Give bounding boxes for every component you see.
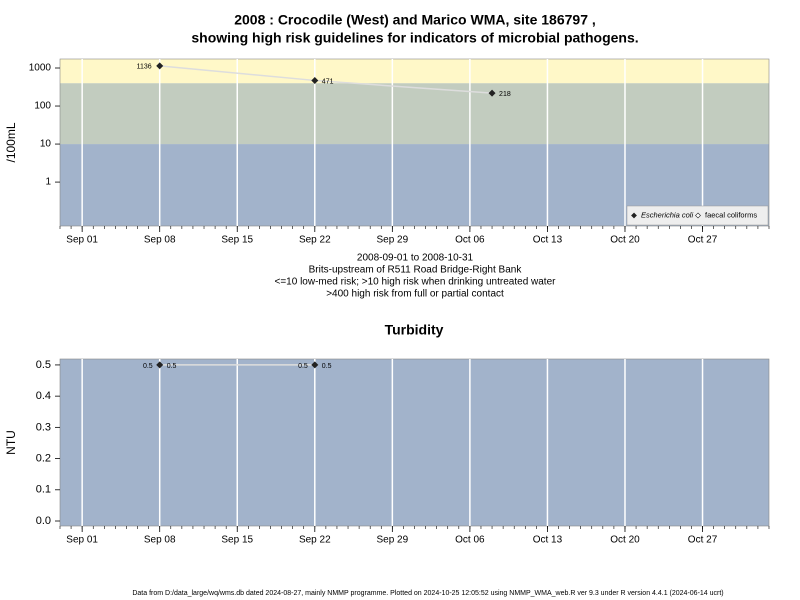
data-point [488,89,496,97]
y-axis-label: NTU [4,430,18,455]
risk-band [60,59,769,84]
y-tick-label: 0.3 [36,421,51,433]
note: <=10 low-med risk; >10 high risk when dr… [275,277,557,288]
x-tick-label: Sep 01 [66,235,98,246]
y-tick-label: 0.1 [36,484,51,496]
data-label: 0.5 [167,363,177,370]
x-tick-label: Oct 27 [688,535,718,546]
y-tick-label: 10 [40,139,52,150]
y-tick-label: 1 [45,177,51,188]
x-tick-label: Oct 13 [533,235,563,246]
x-tick-label: Oct 06 [455,235,485,246]
chart-title: Turbidity [385,322,444,338]
data-point [311,76,319,84]
legend-label: Escherichia coli [641,210,693,219]
x-tick-label: Oct 20 [610,535,640,546]
x-tick-label: Sep 22 [299,535,331,546]
y-axis-label: /100mL [4,122,18,162]
y-tick-label: 1000 [29,63,52,74]
y-tick-label: 0.4 [36,390,51,402]
x-tick-label: Oct 06 [455,535,485,546]
x-tick-label: Sep 22 [299,235,331,246]
y-tick-label: 0.5 [36,359,51,371]
data-label: 0.5 [322,363,332,370]
y-tick-label: 100 [34,101,51,112]
data-label: 0.5 [143,363,153,370]
x-tick-label: Sep 08 [144,235,176,246]
y-tick-label: 0.2 [36,452,51,464]
x-tick-label: Sep 01 [66,535,98,546]
chart-title: 2008 : Crocodile (West) and Marico WMA, … [234,12,596,28]
legend-marker [631,212,637,219]
x-tick-label: Oct 27 [688,235,718,246]
note: 2008-09-01 to 2008-10-31 [357,253,474,264]
data-point [311,361,319,369]
note: >400 high risk from full or partial cont… [326,289,504,300]
legend-marker [695,212,701,219]
x-tick-label: Sep 29 [376,235,408,246]
x-tick-label: Sep 15 [221,535,253,546]
data-label: 1136 [137,64,152,71]
x-tick-label: Oct 20 [610,235,640,246]
legend-label: faecal coliforms [705,210,757,219]
data-point [156,62,164,70]
chart-subtitle: showing high risk guidelines for indicat… [191,30,638,46]
note: Brits-upstream of R511 Road Bridge-Right… [309,265,523,276]
risk-band [60,83,769,145]
data-point [156,361,164,369]
data-label: 471 [322,78,334,85]
footer: Data from D:/data_large/wq/wms.db dated … [132,590,723,597]
x-tick-label: Sep 15 [221,235,253,246]
data-label: 218 [499,91,511,98]
y-tick-label: 0.0 [36,515,51,527]
data-label: 0.5 [298,363,308,370]
plot-background [60,359,769,526]
x-tick-label: Sep 29 [376,535,408,546]
x-tick-label: Oct 13 [533,535,563,546]
x-tick-label: Sep 08 [144,535,176,546]
